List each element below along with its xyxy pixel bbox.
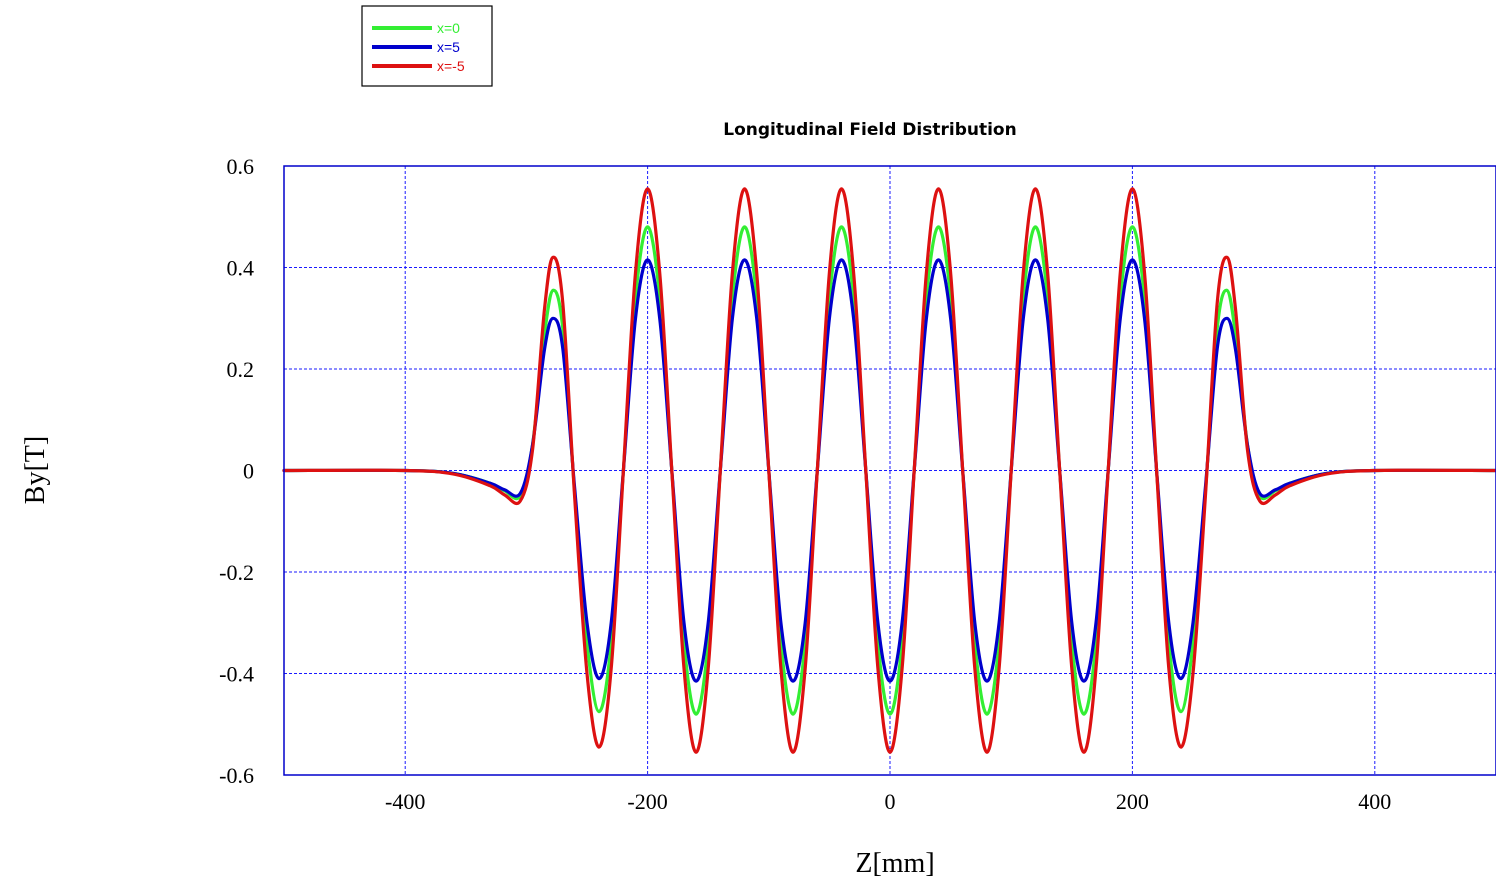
y-axis-title: By[T]: [20, 436, 51, 504]
x-tick-label: 0: [885, 789, 896, 814]
x-tick-labels: -400 -200 0 200 400: [385, 789, 1391, 814]
chart-title: Longitudinal Field Distribution: [723, 120, 1016, 140]
y-tick-label: 0.4: [227, 256, 255, 281]
plot-frame: [283, 165, 1496, 776]
x-tick-label: -200: [627, 789, 667, 814]
y-tick-label: -0.2: [219, 560, 254, 585]
y-tick-label: -0.6: [219, 763, 254, 788]
x-tick-label: 200: [1116, 789, 1149, 814]
legend: x=0 x=5 x=-5: [361, 5, 493, 87]
series-line-x=5: [282, 258, 1496, 683]
grid: [284, 165, 1496, 776]
legend-label: x=0: [437, 20, 460, 36]
y-tick-labels: 0.6 0.4 0.2 0 -0.2 -0.4 -0.6: [219, 154, 254, 788]
x-axis-title: Z[mm]: [855, 848, 934, 879]
x-tick-label: 400: [1358, 789, 1391, 814]
legend-label: x=-5: [437, 58, 465, 74]
y-tick-label: 0: [243, 459, 254, 484]
series-layer: [282, 187, 1496, 754]
y-tick-label: 0.2: [227, 357, 255, 382]
y-tick-label: -0.4: [219, 662, 254, 687]
legend-label: x=5: [437, 39, 460, 55]
x-tick-label: -400: [385, 789, 425, 814]
series-line-x=-5: [282, 187, 1496, 754]
y-tick-label: 0.6: [227, 154, 255, 179]
